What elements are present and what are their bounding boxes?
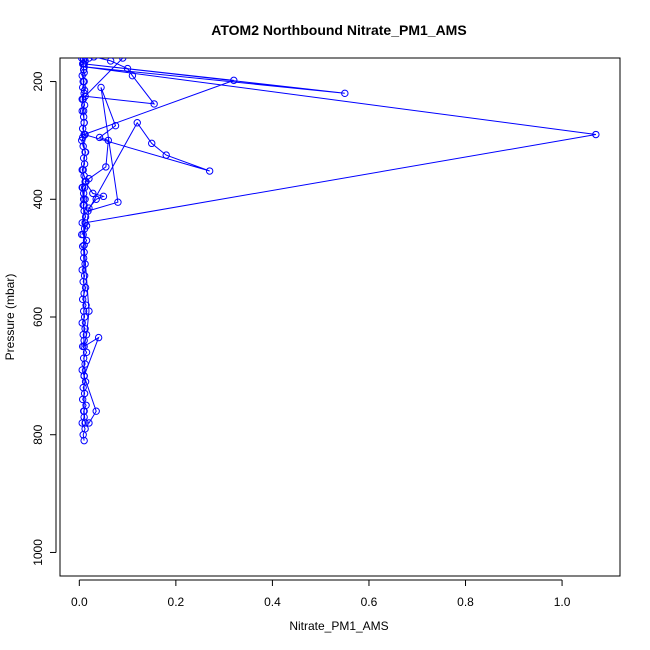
data-point [95,133,104,142]
data-point [92,407,100,415]
data-point [92,195,100,203]
data-point [80,119,88,127]
data-point [99,192,108,201]
x-tick-label: 0.4 [264,595,281,609]
data-point [80,69,88,77]
x-tick-label: 0.2 [168,595,185,609]
data-point [82,330,91,339]
x-axis-label: Nitrate_PM1_AMS [289,619,388,633]
data-point [148,139,156,148]
data-point [78,183,86,192]
data-point [133,119,141,127]
data-point [80,241,88,249]
x-tick-label: 0.8 [457,595,474,609]
data-point [90,58,98,61]
data-point [79,195,88,203]
data-point [85,419,93,427]
data-point [81,419,89,427]
data-point [82,49,88,55]
data-point [79,77,87,86]
data-point [123,64,132,73]
y-axis: 200 400 600 800 1000 [31,71,57,566]
data-point [78,266,86,274]
y-tick-label: 1000 [31,539,45,566]
data-point [85,58,93,62]
data-point [81,219,89,227]
y-axis-label: Pressure (mbar) [3,274,17,361]
data-point [89,189,97,198]
x-axis: 0.0 0.2 0.4 0.6 0.8 1.0 [71,579,571,609]
plot-frame [59,57,621,577]
data-point [128,71,137,80]
data-point [79,107,88,115]
data-point [592,130,600,139]
data-point [80,407,88,415]
data-point [80,63,88,71]
data-point [230,76,238,85]
data-point [81,92,89,100]
data-point [82,301,90,309]
x-tick-label: 0.6 [361,595,378,609]
data-point [80,60,88,68]
data-point [162,151,170,159]
chart-title: ATOM2 Northbound Nitrate_PM1_AMS [211,22,466,38]
y-tick-label: 200 [31,71,45,91]
data-point [78,242,87,251]
series-line [81,63,596,424]
data-point [80,372,88,380]
data-point [97,83,105,92]
y-tick-label: 400 [31,189,45,209]
data-point [78,230,86,239]
data-point [80,342,88,351]
data-point [81,49,87,55]
data-point [81,425,89,433]
data-point [106,58,115,65]
data-point [114,198,122,206]
data-point [104,136,112,145]
data-point [119,58,127,62]
data-point [81,148,89,156]
data-point [79,58,88,63]
x-tick-label: 1.0 [554,595,571,609]
plot-area [78,49,600,445]
data-point [111,121,120,130]
data-point [85,174,93,183]
data-point [84,207,92,215]
data-point [84,58,89,59]
data-point [80,183,89,192]
data-point [205,167,214,175]
data-point [341,89,349,98]
data-point [80,58,86,59]
data-point [150,100,158,108]
data-point [94,333,103,342]
y-tick-label: 600 [31,307,45,327]
x-tick-label: 0.0 [71,595,88,609]
data-point [79,166,87,174]
data-point [102,163,110,171]
data-point [85,307,93,315]
y-tick-label: 800 [31,424,45,444]
data-point [80,130,88,139]
